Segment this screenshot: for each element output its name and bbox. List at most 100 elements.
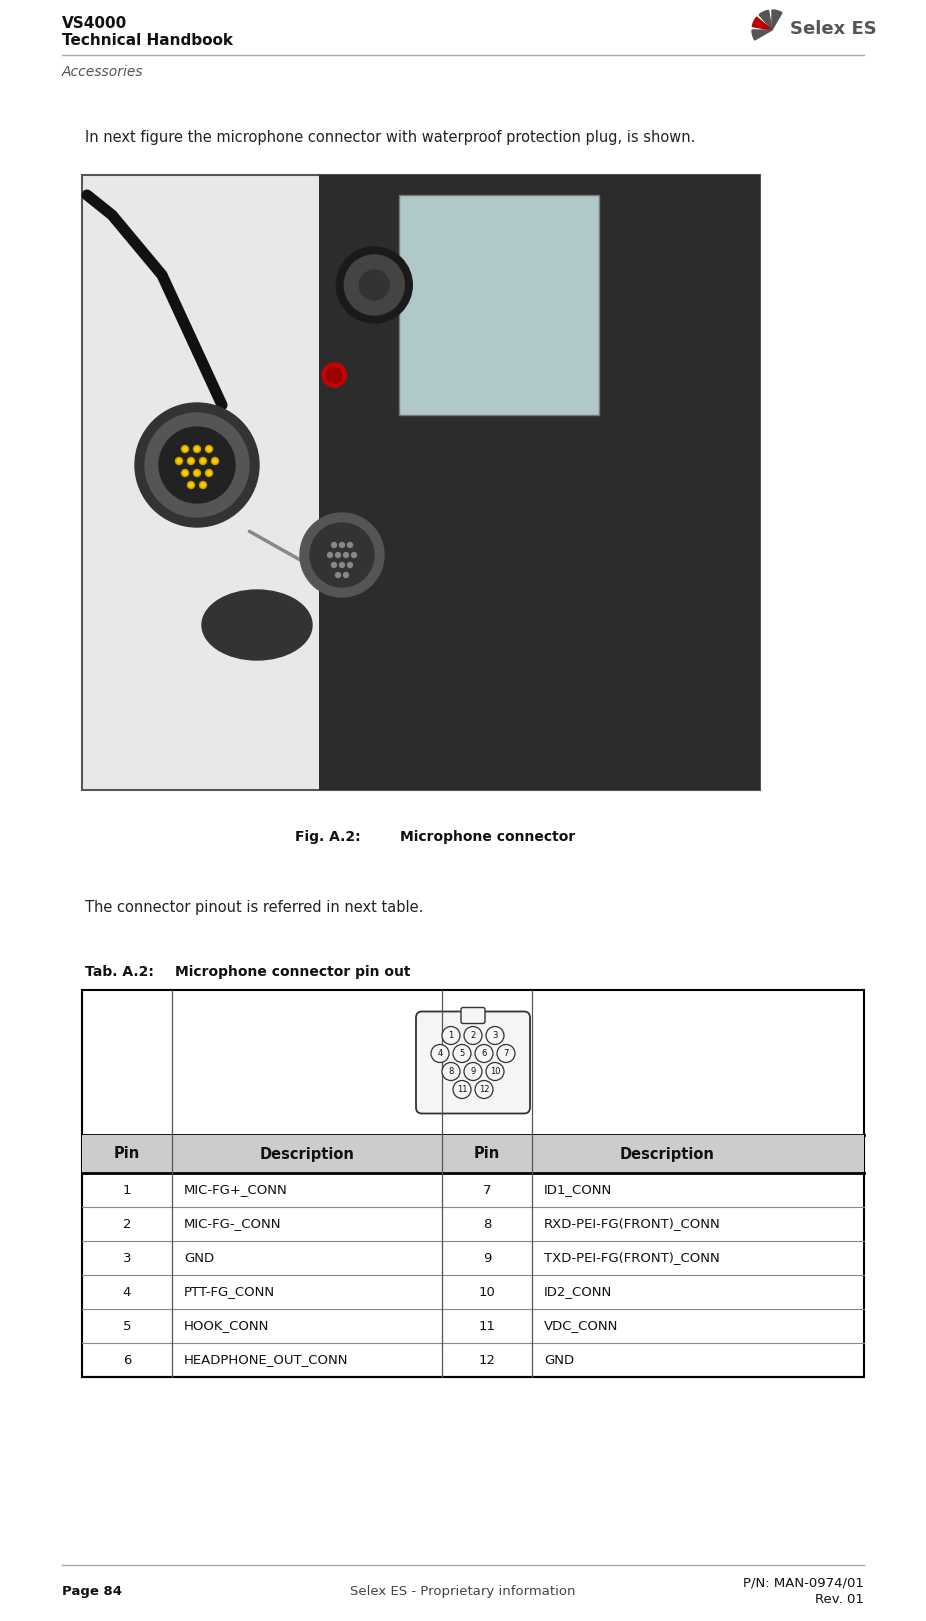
Circle shape	[344, 553, 348, 558]
Text: Microphone connector pin out: Microphone connector pin out	[175, 964, 410, 979]
Text: PTT-FG_CONN: PTT-FG_CONN	[184, 1285, 275, 1298]
Circle shape	[335, 553, 341, 558]
Circle shape	[145, 413, 249, 517]
Circle shape	[310, 524, 374, 587]
Circle shape	[187, 457, 194, 465]
Circle shape	[336, 246, 412, 323]
Text: 12: 12	[479, 1084, 489, 1094]
Circle shape	[497, 1044, 515, 1062]
Circle shape	[431, 1044, 449, 1062]
Text: 5: 5	[123, 1319, 131, 1332]
Text: ID1_CONN: ID1_CONN	[544, 1183, 612, 1196]
Text: Rev. 01: Rev. 01	[815, 1593, 864, 1606]
Text: 8: 8	[448, 1067, 454, 1076]
Text: 5: 5	[459, 1049, 465, 1059]
Text: 8: 8	[482, 1217, 491, 1230]
Circle shape	[199, 481, 206, 488]
Text: 2: 2	[470, 1031, 476, 1041]
Text: Fig. A.2:: Fig. A.2:	[295, 830, 360, 845]
Circle shape	[201, 483, 205, 486]
Ellipse shape	[202, 590, 312, 660]
Circle shape	[194, 446, 201, 452]
Text: 1: 1	[448, 1031, 454, 1041]
Bar	[82, 990, 864, 1376]
Text: MIC-FG+_CONN: MIC-FG+_CONN	[184, 1183, 288, 1196]
Text: HOOK_CONN: HOOK_CONN	[184, 1319, 269, 1332]
Text: GND: GND	[544, 1354, 574, 1367]
Text: Selex ES - Proprietary information: Selex ES - Proprietary information	[350, 1585, 576, 1598]
Text: Page 84: Page 84	[62, 1585, 122, 1598]
Circle shape	[183, 447, 187, 451]
Text: GND: GND	[184, 1251, 214, 1264]
Circle shape	[194, 470, 201, 477]
Bar	[82, 1135, 864, 1174]
Text: In next figure the microphone connector with waterproof protection plug, is show: In next figure the microphone connector …	[85, 130, 695, 144]
Text: 7: 7	[482, 1183, 492, 1196]
Text: Tab. A.2:: Tab. A.2:	[85, 964, 154, 979]
Text: RXD-PEI-FG(FRONT)_CONN: RXD-PEI-FG(FRONT)_CONN	[544, 1217, 720, 1230]
Text: VDC_CONN: VDC_CONN	[544, 1319, 619, 1332]
Circle shape	[475, 1044, 493, 1062]
Circle shape	[347, 562, 353, 567]
Bar	[319, 175, 760, 789]
Text: TXD-PEI-FG(FRONT)_CONN: TXD-PEI-FG(FRONT)_CONN	[544, 1251, 720, 1264]
Circle shape	[453, 1081, 471, 1099]
Wedge shape	[752, 18, 772, 31]
Text: Pin: Pin	[114, 1146, 140, 1162]
Circle shape	[201, 459, 205, 464]
Circle shape	[187, 481, 194, 488]
Circle shape	[207, 472, 211, 475]
Text: Microphone connector: Microphone connector	[400, 830, 575, 845]
Circle shape	[359, 271, 389, 300]
Text: 10: 10	[490, 1067, 500, 1076]
Circle shape	[352, 553, 357, 558]
Circle shape	[206, 470, 212, 477]
Wedge shape	[759, 10, 772, 31]
Circle shape	[300, 512, 384, 597]
Circle shape	[135, 404, 259, 527]
Circle shape	[340, 562, 344, 567]
Circle shape	[332, 543, 336, 548]
Circle shape	[195, 447, 199, 451]
Text: 11: 11	[479, 1319, 495, 1332]
Circle shape	[181, 446, 189, 452]
Text: Description: Description	[619, 1146, 715, 1162]
Circle shape	[453, 1044, 471, 1062]
Circle shape	[464, 1062, 482, 1081]
Text: 4: 4	[123, 1285, 131, 1298]
Circle shape	[211, 457, 219, 465]
Bar	[82, 175, 760, 789]
Text: Accessories: Accessories	[62, 65, 144, 79]
Circle shape	[189, 459, 193, 464]
Circle shape	[183, 472, 187, 475]
Wedge shape	[752, 31, 772, 41]
Text: P/N: MAN-0974/01: P/N: MAN-0974/01	[744, 1577, 864, 1590]
Circle shape	[475, 1081, 493, 1099]
Text: 3: 3	[493, 1031, 497, 1041]
Text: The connector pinout is referred in next table.: The connector pinout is referred in next…	[85, 900, 423, 914]
Circle shape	[176, 457, 182, 465]
Text: VS4000: VS4000	[62, 16, 127, 31]
Text: Technical Handbook: Technical Handbook	[62, 32, 233, 49]
Circle shape	[195, 472, 199, 475]
Circle shape	[442, 1062, 460, 1081]
Circle shape	[335, 572, 341, 577]
Circle shape	[344, 572, 348, 577]
Circle shape	[322, 363, 346, 387]
Wedge shape	[772, 10, 782, 31]
Circle shape	[177, 459, 181, 464]
Circle shape	[199, 457, 206, 465]
Text: 2: 2	[123, 1217, 131, 1230]
Text: 6: 6	[482, 1049, 487, 1059]
Circle shape	[213, 459, 217, 464]
Text: 9: 9	[482, 1251, 491, 1264]
Circle shape	[207, 447, 211, 451]
Circle shape	[189, 483, 193, 486]
Text: Selex ES: Selex ES	[790, 19, 877, 37]
Text: ID2_CONN: ID2_CONN	[544, 1285, 612, 1298]
Text: 7: 7	[504, 1049, 508, 1059]
Circle shape	[159, 426, 235, 503]
Circle shape	[332, 562, 336, 567]
Circle shape	[340, 543, 344, 548]
Text: Pin: Pin	[474, 1146, 500, 1162]
